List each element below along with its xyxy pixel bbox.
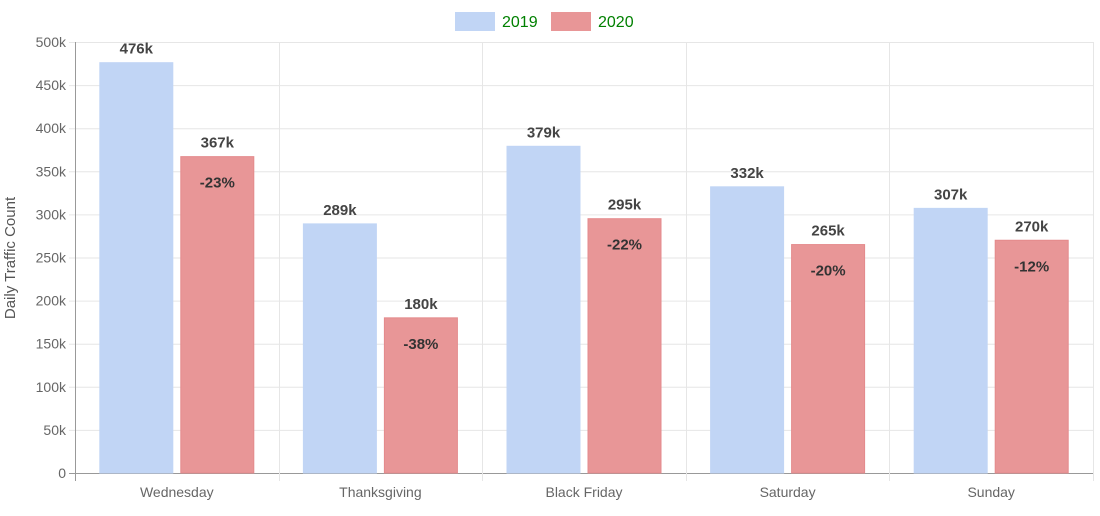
bar-2019-black-friday[interactable] [506,145,581,474]
change-label-thanksgiving: -38% [403,336,438,353]
y-tick-label: 0 [58,465,66,481]
y-tick-label: 300k [36,206,67,222]
change-label-sunday: -12% [1014,258,1049,275]
y-tick-label: 400k [36,120,67,136]
bar-2019-wednesday[interactable] [99,62,174,474]
value-label-2020-thanksgiving: 180k [404,296,438,313]
y-axis-title: Daily Traffic Count [2,196,19,319]
y-tick-label: 500k [36,34,67,50]
bar-2019-saturday[interactable] [710,186,785,474]
axes: 0 50k 100k 150k 200k 250k 300k 350k 400k 450k 500k… [36,34,1015,500]
y-tick-label: 250k [36,250,67,266]
legend-label-2020[interactable]: 2020 [598,14,634,31]
x-tick-label: Sunday [967,484,1014,500]
legend-swatch-2020[interactable] [551,12,591,31]
value-label-2020-black-friday: 295k [608,197,642,214]
y-tick-label: 150k [36,336,67,352]
x-tick-label: Wednesday [140,484,214,500]
value-label-2019-black-friday: 379k [527,124,561,141]
bar-2020-thanksgiving[interactable] [383,317,458,474]
value-label-2019-wednesday: 476k [120,41,154,58]
value-label-2020-sunday: 270k [1015,218,1049,235]
y-tick-label: 100k [36,379,67,395]
legend-swatch-2019[interactable] [455,12,495,31]
y-tick-label: 350k [36,163,67,179]
x-tick-label: Saturday [760,484,816,500]
bar-2020-black-friday[interactable] [587,218,662,474]
value-label-2019-saturday: 332k [730,165,764,182]
x-tick-label: Thanksgiving [339,484,422,500]
change-label-wednesday: -23% [200,175,235,192]
x-tick-label: Black Friday [545,484,622,500]
bar-2020-sunday[interactable] [994,239,1069,474]
value-label-2020-saturday: 265k [811,223,845,240]
legend[interactable]: 2019 2020 [455,12,634,31]
change-label-black-friday: -22% [607,237,642,254]
y-tick-label: 200k [36,293,67,309]
value-label-2019-thanksgiving: 289k [323,202,357,219]
y-tick-label: 50k [43,422,67,438]
bar-2019-thanksgiving[interactable] [302,223,377,474]
value-label-2019-sunday: 307k [934,186,968,203]
value-label-2020-wednesday: 367k [201,135,235,152]
bar-2020-wednesday[interactable] [180,156,255,474]
y-tick-label: 450k [36,77,67,93]
bar-2020-saturday[interactable] [791,244,866,474]
change-label-saturday: -20% [811,263,846,280]
data-labels: 476k 367k -23% 289k 180k -38% 379k 295k -22% 332k… [120,41,1050,353]
bar-2019-sunday[interactable] [913,207,988,474]
legend-label-2019[interactable]: 2019 [502,14,538,31]
bars [99,62,1069,474]
